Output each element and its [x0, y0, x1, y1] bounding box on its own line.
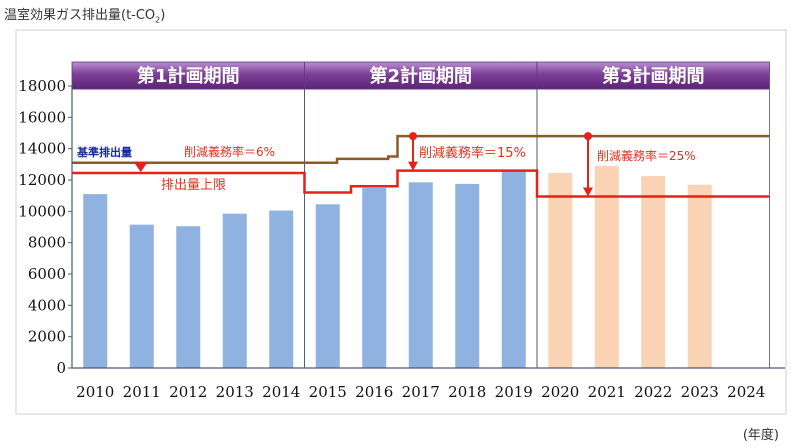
period-band-1 — [71, 61, 305, 90]
reduction-rate-label-2: 削減義務率＝15% — [419, 145, 526, 161]
cap-label: 排出量上限 — [161, 178, 226, 193]
bar-2015 — [315, 204, 340, 368]
x-tick-label-2023: 2023 — [681, 383, 719, 401]
x-tick-label-2011: 2011 — [123, 383, 161, 401]
bar-2013 — [222, 213, 247, 368]
chart-title-main: 温室効果ガス排出量(t-CO — [4, 8, 156, 23]
period-label-1: 第1計画期間 — [137, 65, 240, 87]
bar-2011 — [129, 224, 154, 368]
baseline-label: 基準排出量 — [76, 145, 132, 159]
chart-title-subscript: 2 — [155, 15, 161, 25]
x-tick-label-2014: 2014 — [262, 383, 300, 401]
axes — [68, 85, 785, 369]
x-tick-label-2010: 2010 — [76, 383, 114, 401]
bar-2023 — [687, 184, 712, 368]
reduction-arrow-head-2 — [408, 161, 418, 171]
bar-2021 — [594, 165, 619, 368]
y-tick-label-4000: 4000 — [28, 296, 66, 314]
y-tick-label-6000: 6000 — [28, 265, 66, 283]
reduction-arrow-head-3 — [583, 187, 593, 197]
reduction-rate-label-1: 削減義務率＝6% — [184, 144, 275, 159]
bar-2010 — [83, 194, 108, 368]
x-tick-label-2020: 2020 — [541, 383, 579, 401]
step-lines — [72, 134, 770, 198]
y-tick-label-14000: 14000 — [18, 140, 66, 158]
tick-labels: 0 2000 4000 6000 8000 10000 12000 14000 16000 180… — [18, 77, 765, 401]
y-tick-label-12000: 12000 — [18, 171, 66, 189]
baseline-emissions-line — [72, 134, 770, 165]
bar-2022 — [641, 176, 666, 368]
bar-2019 — [501, 170, 526, 368]
x-tick-label-2015: 2015 — [309, 383, 347, 401]
bar-2018 — [455, 183, 480, 368]
bars — [83, 165, 712, 368]
bar-2016 — [362, 187, 387, 368]
x-tick-label-2013: 2013 — [216, 383, 254, 401]
emission-cap-line — [72, 169, 770, 198]
period-regions: 第1計画期間 第2計画期間 第3計画期間 — [71, 61, 770, 369]
period-band-3 — [536, 61, 770, 90]
period-label-2: 第2計画期間 — [369, 65, 472, 87]
bar-2012 — [176, 226, 201, 368]
chart-title: 温室効果ガス排出量(t-CO2) — [4, 4, 165, 25]
x-tick-label-2021: 2021 — [588, 383, 626, 401]
reduction-rate-label-3: 削減義務率＝25% — [597, 148, 696, 163]
bar-2017 — [408, 182, 433, 368]
y-tick-label-10000: 10000 — [18, 202, 66, 220]
x-tick-label-2017: 2017 — [402, 383, 440, 401]
y-tick-label-16000: 16000 — [18, 108, 66, 126]
bar-2020 — [548, 172, 573, 368]
annotations: 基準排出量 削減義務率＝6% 排出量上限 削減義務率＝15% 削減義務率＝25% — [76, 132, 696, 197]
x-tick-label-2018: 2018 — [448, 383, 486, 401]
period-band-2 — [304, 61, 538, 90]
x-tick-label-2012: 2012 — [169, 383, 207, 401]
x-tick-label-2016: 2016 — [355, 383, 393, 401]
chart-title-close: ) — [160, 8, 166, 23]
period-label-3: 第3計画期間 — [602, 65, 705, 87]
y-tick-label-8000: 8000 — [28, 234, 66, 252]
y-tick-label-2000: 2000 — [28, 328, 66, 346]
y-tick-label-0: 0 — [56, 359, 66, 377]
bar-2014 — [269, 210, 294, 368]
y-tick-label-18000: 18000 — [18, 77, 66, 95]
x-axis-unit-label: (年度) — [742, 428, 779, 443]
x-tick-label-2022: 2022 — [634, 383, 672, 401]
reduction-marker-1 — [133, 161, 148, 172]
x-tick-label-2024: 2024 — [727, 383, 765, 401]
x-tick-label-2019: 2019 — [495, 383, 533, 401]
